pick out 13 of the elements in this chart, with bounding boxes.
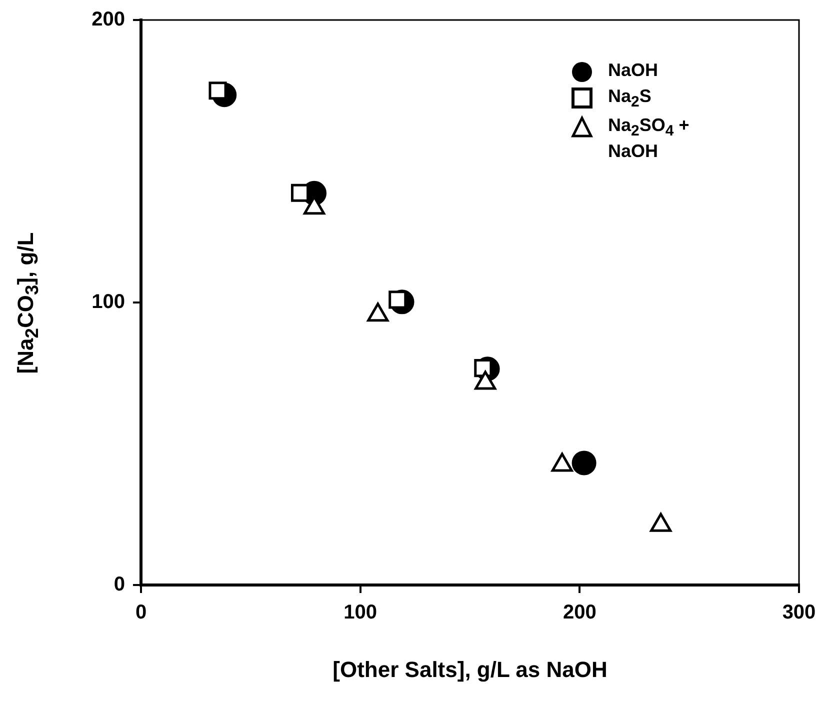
x-tick-label: 200: [562, 602, 596, 624]
y-tick-label: 0: [114, 574, 125, 596]
y-tick-label: 100: [92, 291, 125, 314]
y-tick-label: 200: [92, 8, 125, 31]
point: [650, 512, 672, 532]
x-axis-title: [Other Salts], g/L as NaOH: [332, 657, 608, 683]
point: [551, 452, 573, 472]
x-tick-label: 100: [344, 602, 378, 624]
x-tick-label: 0: [135, 602, 147, 624]
legend-label: Na$_{2}$S: [608, 86, 652, 113]
legend-label: NaOH: [608, 60, 660, 80]
text: Na$_{2}$SO$_{4}$ + NaOH: [608, 114, 690, 162]
x-tick-label: 300: [782, 602, 816, 624]
